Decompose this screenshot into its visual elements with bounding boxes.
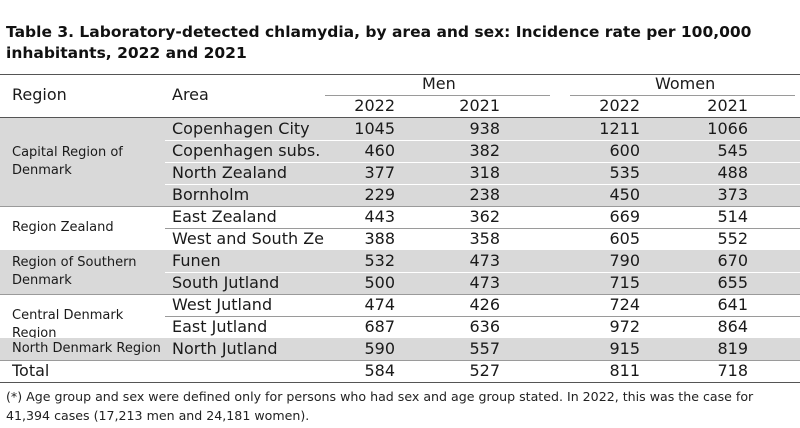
value-women2021: 488: [717, 163, 748, 182]
value-women2022: 600: [609, 141, 640, 160]
header-men-2021: 2021: [459, 96, 500, 115]
value-men2021: 636: [469, 317, 500, 336]
total-women2021: 718: [717, 361, 748, 380]
value-men2022: 590: [364, 339, 395, 358]
header-men: Men: [422, 74, 456, 93]
area-cell: East Jutland: [172, 317, 268, 336]
region-label: Central Denmark Region: [12, 308, 124, 341]
header-women: Women: [655, 74, 716, 93]
value-men2021: 362: [469, 207, 500, 226]
men-group-rule: [325, 95, 550, 96]
area-cell: Bornholm: [172, 185, 250, 204]
value-women2022: 605: [609, 229, 640, 248]
area-cell: Copenhagen subs.: [172, 141, 321, 160]
region-band: [0, 338, 800, 360]
total-men2022: 584: [364, 361, 395, 380]
row-separator: [165, 228, 800, 229]
value-men2021: 557: [469, 339, 500, 358]
value-women2022: 715: [609, 273, 640, 292]
area-cell: Copenhagen City: [172, 119, 310, 138]
header-men-2022: 2022: [354, 96, 395, 115]
value-men2022: 474: [364, 295, 395, 314]
value-women2021: 641: [717, 295, 748, 314]
header-women-2021: 2021: [707, 96, 748, 115]
value-men2022: 500: [364, 273, 395, 292]
region-separator: [0, 206, 800, 207]
value-men2022: 377: [364, 163, 395, 182]
value-men2021: 473: [469, 251, 500, 270]
footnote: (*) Age group and sex were defined only …: [6, 389, 754, 423]
value-women2021: 1066: [707, 119, 748, 138]
header-area: Area: [172, 85, 209, 104]
row-separator: [165, 272, 800, 273]
area-cell: South Jutland: [172, 273, 280, 292]
area-cell: East Zealand: [172, 207, 277, 226]
value-men2022: 443: [364, 207, 395, 226]
value-men2021: 358: [469, 229, 500, 248]
value-women2021: 373: [717, 185, 748, 204]
region-label: North Denmark Region: [12, 341, 161, 356]
region-label: Region Zealand: [12, 220, 114, 235]
value-men2021: 938: [469, 119, 500, 138]
value-men2021: 382: [469, 141, 500, 160]
value-women2021: 670: [717, 251, 748, 270]
header-bottom-rule: [0, 117, 800, 118]
region-label: Capital Region of Denmark: [12, 145, 123, 178]
region-separator: [0, 294, 800, 295]
region-separator: [0, 360, 800, 361]
value-women2022: 1211: [599, 119, 640, 138]
region-label: Region of Southern Denmark: [12, 255, 137, 288]
value-men2021: 318: [469, 163, 500, 182]
value-women2022: 669: [609, 207, 640, 226]
value-women2022: 915: [609, 339, 640, 358]
value-women2022: 724: [609, 295, 640, 314]
header-women-2022: 2022: [599, 96, 640, 115]
value-women2021: 864: [717, 317, 748, 336]
value-women2022: 450: [609, 185, 640, 204]
row-separator: [165, 316, 800, 317]
area-cell: North Zealand: [172, 163, 287, 182]
value-men2021: 426: [469, 295, 500, 314]
area-cell: West Jutland: [172, 295, 273, 314]
value-men2021: 238: [469, 185, 500, 204]
value-women2022: 790: [609, 251, 640, 270]
value-men2022: 388: [364, 229, 395, 248]
value-men2022: 532: [364, 251, 395, 270]
value-men2022: 460: [364, 141, 395, 160]
value-women2022: 535: [609, 163, 640, 182]
table-title: Table 3. Laboratory-detected chlamydia, …: [6, 23, 752, 62]
row-separator: [165, 140, 800, 141]
women-group-rule: [570, 95, 795, 96]
total-women2022: 811: [609, 361, 640, 380]
header-region: Region: [12, 85, 67, 104]
area-cell: Funen: [172, 251, 221, 270]
row-separator: [165, 162, 800, 163]
value-men2022: 687: [364, 317, 395, 336]
area-cell: West and South Zealanc: [172, 229, 324, 248]
value-women2021: 514: [717, 207, 748, 226]
value-women2022: 972: [609, 317, 640, 336]
area-cell: North Jutland: [172, 339, 278, 358]
value-men2022: 229: [364, 185, 395, 204]
value-women2021: 545: [717, 141, 748, 160]
value-women2021: 655: [717, 273, 748, 292]
value-women2021: 552: [717, 229, 748, 248]
value-men2022: 1045: [354, 119, 395, 138]
top-rule: [0, 74, 800, 75]
total-label: Total: [12, 361, 50, 380]
bottom-rule: [0, 382, 800, 383]
value-men2021: 473: [469, 273, 500, 292]
total-men2021: 527: [469, 361, 500, 380]
row-separator: [165, 184, 800, 185]
value-women2021: 819: [717, 339, 748, 358]
